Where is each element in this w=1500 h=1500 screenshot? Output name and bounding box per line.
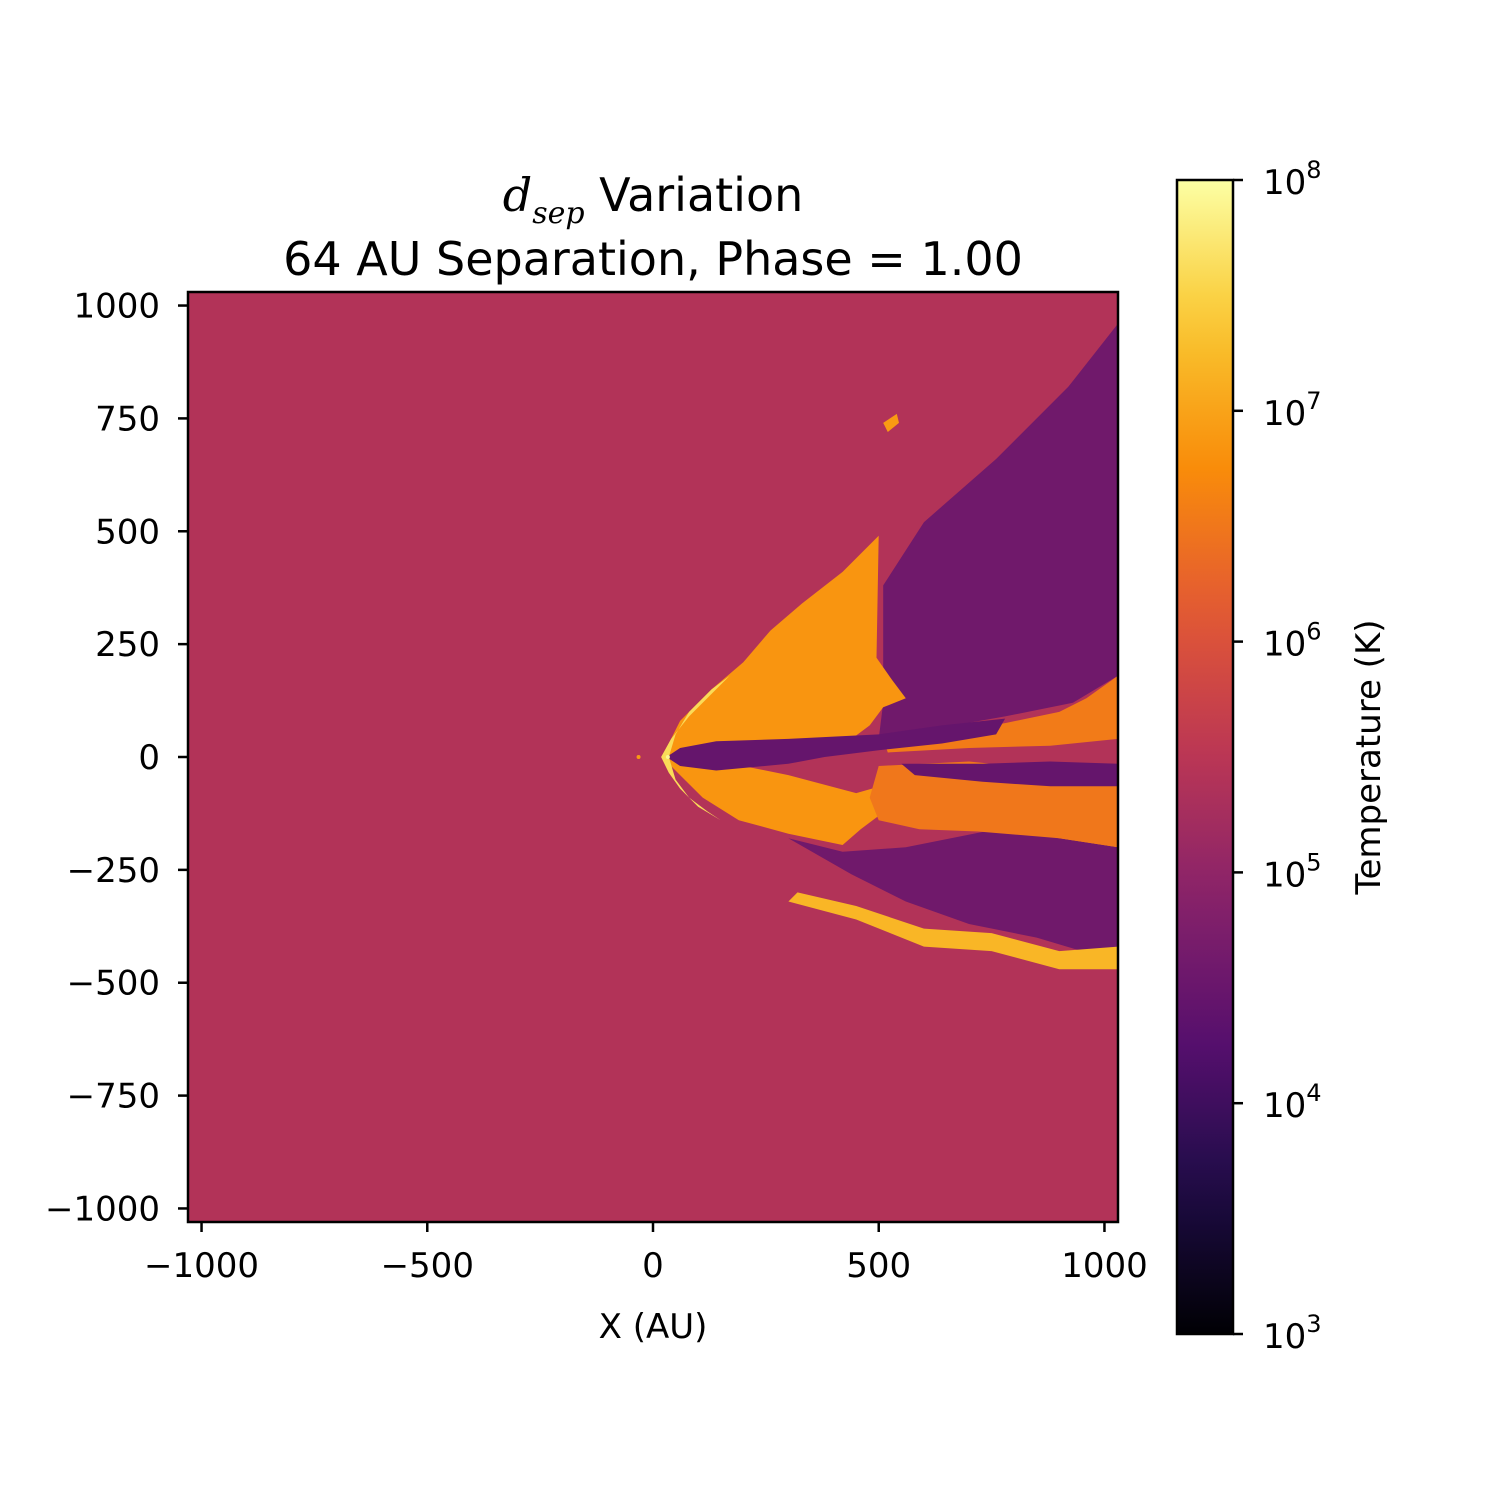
colorbar-tick-label: 104 — [1263, 1079, 1322, 1126]
y-tick-label: −250 — [67, 851, 160, 891]
y-tick-label: 0 — [138, 738, 160, 778]
x-axis-label: X (AU) — [599, 1307, 708, 1347]
y-tick-label: −500 — [67, 964, 160, 1004]
colorbar: 103 104 105 106 107 108 Temperature (K) — [1175, 156, 1389, 1357]
y-tick-label: 500 — [95, 512, 160, 552]
heatmap-region-bright-bow-shock — [661, 675, 730, 821]
heatmap-background — [188, 292, 1118, 1222]
y-tick-label: −1000 — [45, 1189, 160, 1229]
colorbar-tick-label: 105 — [1263, 848, 1322, 895]
title-symbol: d — [502, 168, 533, 222]
colorbar-label: Temperature (K) — [1349, 619, 1389, 895]
colorbar-tick-label: 106 — [1263, 618, 1322, 665]
heatmap-region-cold-central-tail — [666, 718, 1006, 771]
heatmap-point-star-primary — [665, 755, 670, 759]
colorbar-tick-label: 108 — [1263, 156, 1322, 203]
y-tick-label: 750 — [95, 399, 160, 439]
title-symbol-subscript: sep — [532, 196, 585, 231]
colorbar-gradient — [1175, 178, 1235, 1336]
y-tick-label: 1000 — [73, 287, 160, 327]
y-axis: 1000 750 500 250 0 −250 −500 −750 −1000 — [45, 287, 188, 1229]
colorbar-tick-label: 103 — [1263, 1310, 1322, 1357]
x-tick-label: 500 — [846, 1246, 911, 1286]
chart-title-line-1: dsep Variation — [188, 172, 1118, 229]
title-text: Variation — [584, 168, 804, 222]
chart-title-line-2: 64 AU Separation, Phase = 1.00 — [283, 232, 1023, 286]
colorbar-ticks: 103 104 105 106 107 108 — [1233, 156, 1322, 1357]
y-tick-label: −750 — [67, 1077, 160, 1117]
heatmap-region-cool-lower-wake — [788, 829, 1118, 970]
y-tick-label: 250 — [95, 625, 160, 665]
colorbar-tick-label: 107 — [1263, 387, 1322, 434]
x-axis: −1000 −500 0 500 1000 — [144, 1222, 1148, 1286]
heatmap-region-cold-jet-stripe — [901, 761, 1118, 787]
x-tick-label: 1000 — [1061, 1246, 1148, 1286]
plot-area — [188, 292, 1118, 1222]
x-tick-label: −1000 — [144, 1246, 259, 1286]
heatmap-region-cool-upper-wake — [878, 292, 1118, 739]
x-tick-label: 0 — [642, 1246, 664, 1286]
x-tick-label: −500 — [381, 1246, 474, 1286]
heatmap-region-upper-hot-blob — [883, 413, 899, 432]
heatmap-point-star-secondary — [636, 755, 641, 759]
heatmap-region-lower-hot-filament — [788, 892, 1118, 970]
